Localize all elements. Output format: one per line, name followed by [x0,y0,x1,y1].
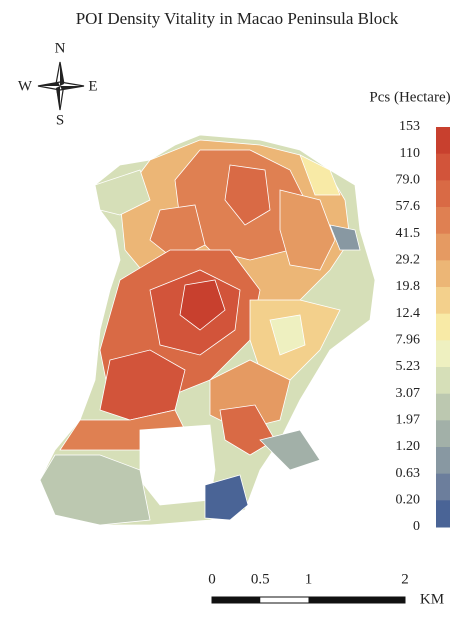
legend-swatch [436,287,450,315]
legend-swatch [436,447,450,475]
compass-fill [60,86,84,90]
legend-swatch [436,260,450,288]
scale-bar-segment [308,597,405,603]
block [219,404,276,456]
scale-label: 1 [305,571,313,587]
legend-label: 153 [399,119,420,134]
legend-swatch [436,420,450,448]
block [299,154,341,196]
legend-label: 0 [413,519,420,534]
title: POI Density Vitality in Macao Peninsula … [76,9,399,28]
legend-swatch [436,180,450,208]
legend-label: 5.23 [396,359,421,374]
compass-fill [38,82,60,86]
legend-label: 1.97 [396,413,421,428]
legend-swatch [436,207,450,235]
block [179,279,226,331]
block [224,164,271,226]
legend-label: 41.5 [396,226,421,241]
scale-label: 0.5 [251,571,270,587]
legend-swatch [436,473,450,501]
legend-label: 19.8 [396,279,421,294]
block [269,314,306,356]
scale-bar: 0 0.5 1 2 KM [208,571,444,607]
legend: 153 110 79.0 57.6 41.5 29.2 19.8 12.4 7.96 5.23 3.… [396,119,450,534]
legend-label: 29.2 [396,253,421,268]
legend-label: 0.20 [396,493,421,508]
legend-swatch [436,500,450,528]
park-area [139,424,216,506]
scale-unit: KM [420,591,444,607]
compass-w: W [18,78,33,94]
block [204,474,249,521]
compass-n: N [55,40,66,56]
legend-label: 3.07 [396,386,421,401]
block [39,454,151,526]
legend-swatch [436,153,450,181]
scale-bar-segment [212,597,261,603]
block [259,429,321,471]
legend-swatch [436,233,450,261]
compass-fill [56,86,60,110]
block [329,224,361,251]
legend-swatch [436,340,450,368]
legend-label: 7.96 [396,333,421,348]
compass-fill [60,62,64,86]
legend-swatch [436,313,450,341]
compass: N S W E [18,40,98,128]
compass-e: E [88,78,97,94]
legend-label: 57.6 [396,199,421,214]
scale-label: 2 [401,571,409,587]
legend-label: 0.63 [396,466,421,481]
block [94,169,151,216]
peninsula-map [39,134,376,526]
scale-label: 0 [208,571,216,587]
legend-swatch [436,127,450,155]
legend-label: 12.4 [396,306,421,321]
legend-swatch [436,367,450,395]
legend-label: 110 [400,146,420,161]
legend-title: Pcs (Hectare) [369,89,450,105]
legend-label: 1.20 [396,439,421,454]
legend-swatch [436,393,450,421]
compass-s: S [56,112,64,128]
block [279,189,336,271]
legend-label: 79.0 [396,173,421,188]
